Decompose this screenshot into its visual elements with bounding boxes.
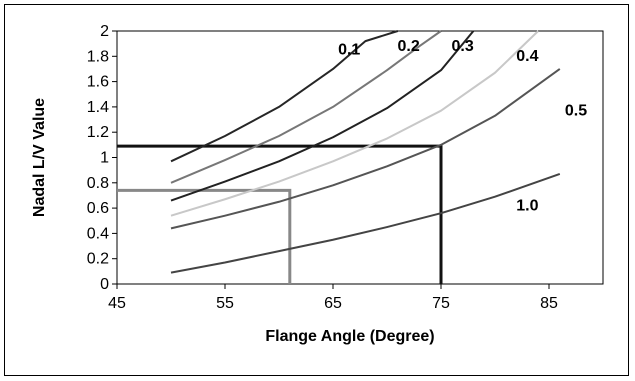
y-axis-title: Nadal L/V Value — [31, 98, 48, 217]
y-tick-label: 1.4 — [87, 99, 109, 116]
y-tick-label: 0.6 — [87, 200, 109, 217]
curve-label: 1.0 — [516, 197, 538, 214]
x-axis-ticks: 45 55 65 75 85 — [108, 284, 558, 312]
series-line-0.5 — [170, 68, 561, 230]
x-axis-title: Flange Angle (Degree) — [265, 328, 434, 345]
y-tick-label: 1.2 — [87, 124, 109, 141]
guide-lines — [117, 144, 443, 284]
y-tick-label: 0.2 — [87, 251, 109, 268]
curve-label: 0.1 — [338, 42, 360, 59]
x-tick-label: 65 — [324, 295, 342, 312]
series-group — [170, 30, 561, 274]
plot-border — [116, 30, 604, 285]
y-tick-label: 0.4 — [87, 225, 109, 242]
series-line-0.4 — [170, 30, 539, 217]
series-line-0.2 — [170, 30, 442, 184]
y-tick-label: 0 — [100, 276, 109, 293]
y-tick-label: 0.8 — [87, 175, 109, 192]
y-axis-ticks: 0 0.2 0.4 0.6 0.8 1 1.2 1.4 1.6 1.8 2 — [87, 23, 117, 293]
curve-label: 0.3 — [451, 38, 473, 55]
x-tick-label: 55 — [216, 295, 234, 312]
curve-label: 0.2 — [397, 38, 419, 55]
guide-line — [117, 188, 292, 284]
series-line-1.0 — [170, 173, 561, 274]
plot-area — [116, 30, 604, 285]
series-line-0.3 — [170, 30, 475, 202]
x-tick-label: 75 — [432, 295, 450, 312]
series-line-0.1 — [170, 30, 399, 163]
x-tick-label: 85 — [540, 295, 558, 312]
y-tick-label: 2 — [100, 23, 109, 40]
x-tick-label: 45 — [108, 295, 126, 312]
curve-labels: 0.1 0.2 0.3 0.4 0.5 1.0 — [338, 38, 587, 214]
guide-line — [117, 144, 443, 284]
curve-label: 0.5 — [565, 102, 587, 119]
y-tick-label: 1.8 — [87, 48, 109, 65]
y-tick-label: 1 — [100, 150, 109, 167]
y-tick-label: 1.6 — [87, 74, 109, 91]
curve-label: 0.4 — [516, 48, 538, 65]
